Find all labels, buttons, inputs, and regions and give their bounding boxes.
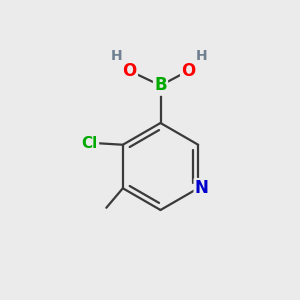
Text: O: O <box>181 62 196 80</box>
Text: B: B <box>154 76 167 94</box>
Text: O: O <box>122 62 137 80</box>
Text: H: H <box>196 50 207 63</box>
Text: Cl: Cl <box>82 136 98 151</box>
Text: H: H <box>111 50 122 63</box>
Text: N: N <box>195 179 209 197</box>
